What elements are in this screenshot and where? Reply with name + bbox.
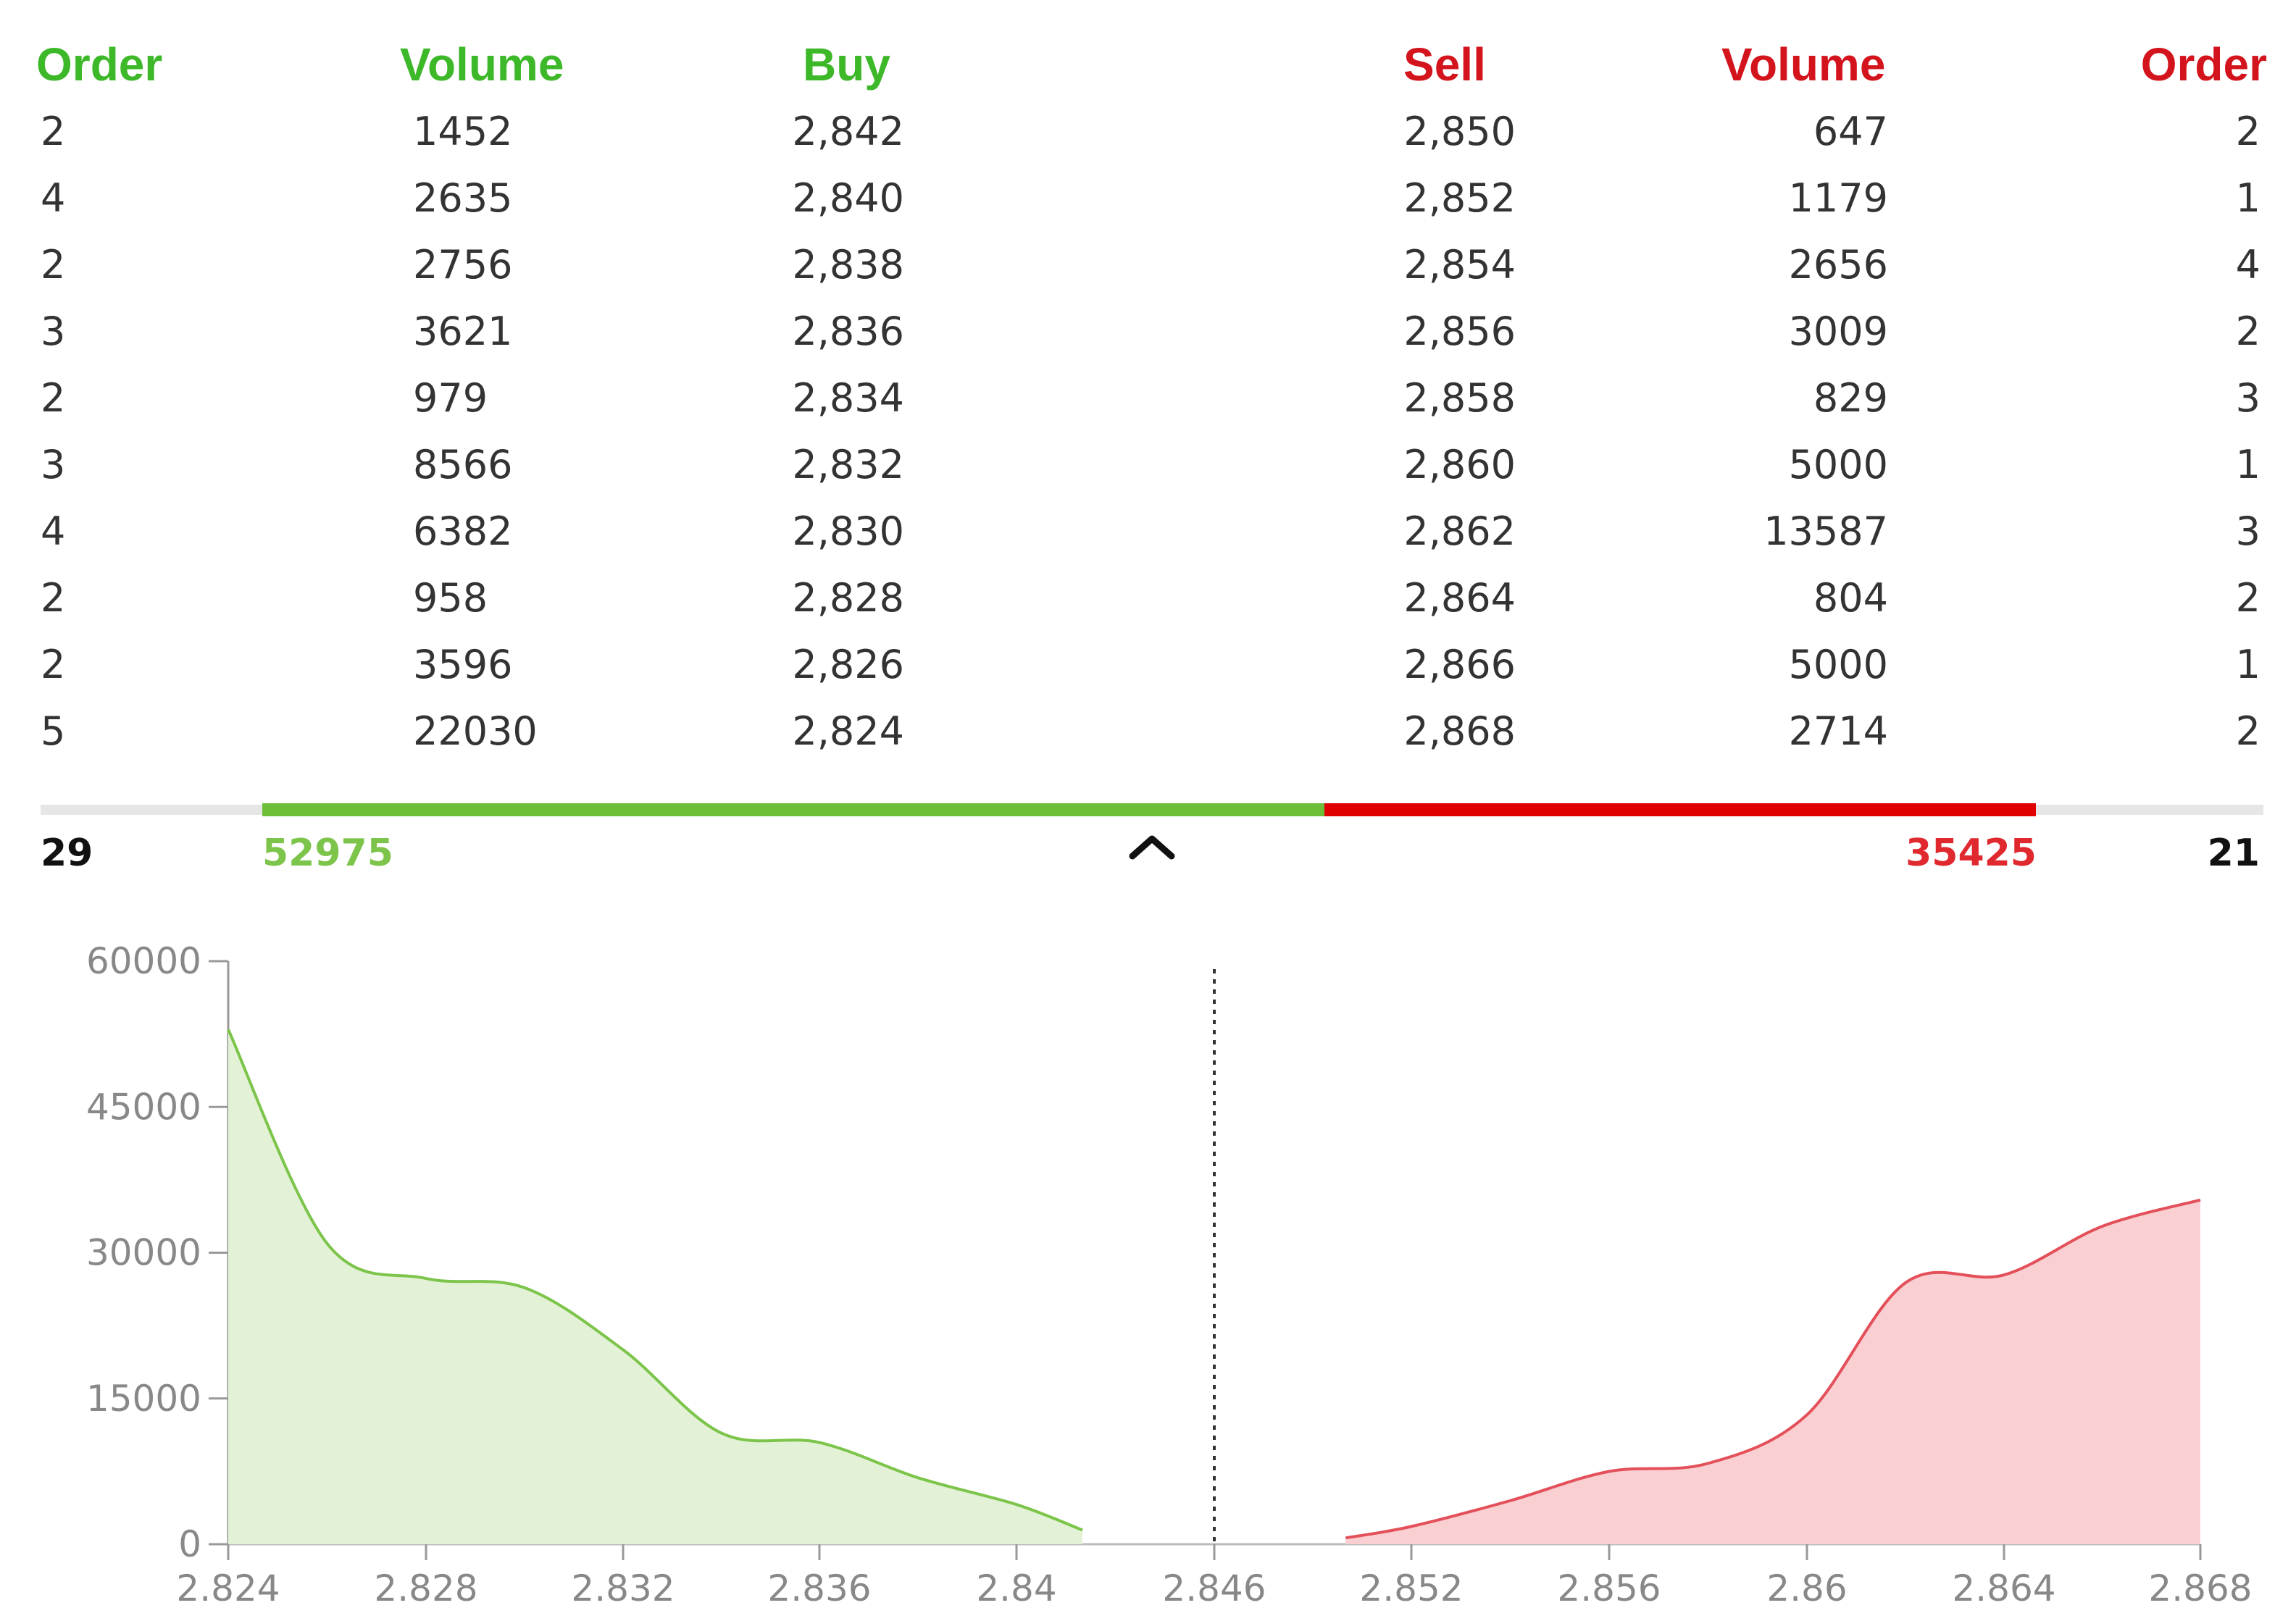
cell-buy-order: 3: [41, 309, 66, 354]
cell-buy-price: 2,842: [792, 109, 904, 154]
y-tick-label: 0: [178, 1523, 201, 1565]
cell-sell-order: 2: [2235, 109, 2260, 154]
y-tick-label: 60000: [86, 940, 201, 982]
header-buy-price: Buy: [803, 38, 890, 91]
x-tick-label: 2.832: [571, 1567, 675, 1609]
cell-buy-price: 2,830: [792, 508, 904, 554]
cell-buy-volume: 22030: [413, 708, 538, 754]
cell-sell-volume: 2714: [1788, 708, 1888, 754]
x-tick-label: 2.84: [976, 1567, 1056, 1609]
cell-sell-price: 2,854: [1403, 242, 1516, 288]
cell-buy-order: 2: [41, 109, 66, 154]
cell-buy-volume: 2635: [413, 175, 513, 221]
cell-sell-volume: 1179: [1788, 175, 1888, 221]
cell-sell-volume: 5000: [1788, 642, 1888, 687]
cell-sell-order: 1: [2235, 442, 2260, 487]
cell-sell-price: 2,850: [1403, 109, 1516, 154]
total-sell-orders: 21: [2207, 832, 2260, 875]
cell-buy-volume: 3596: [413, 642, 513, 687]
cell-buy-order: 2: [41, 575, 66, 621]
cell-buy-price: 2,834: [792, 375, 904, 421]
cell-buy-volume: 8566: [413, 442, 513, 487]
cell-buy-volume: 3621: [413, 309, 513, 354]
cell-buy-price: 2,828: [792, 575, 904, 621]
x-tick-label: 2.828: [374, 1567, 477, 1609]
cell-buy-volume: 979: [413, 375, 488, 421]
total-buy-volume: 52975: [262, 832, 393, 875]
x-tick-label: 2.856: [1557, 1567, 1661, 1609]
x-tick-label: 2.852: [1359, 1567, 1463, 1609]
balance-bar-sell: [1324, 803, 2036, 816]
sell-depth-line: [1345, 1198, 2201, 1540]
depth-chart-labels: 0 15000 30000 45000 60000 2.824 2.828 2.832 2.83…: [86, 940, 2253, 1609]
x-tick-label: 2.868: [2148, 1567, 2252, 1609]
header-sell-price: Sell: [1403, 38, 1486, 91]
cell-sell-volume: 829: [1813, 375, 1888, 421]
x-tick-label: 2.836: [767, 1567, 871, 1609]
cell-sell-order: 2: [2235, 575, 2260, 621]
cell-buy-order: 2: [41, 375, 66, 421]
x-tick-label: 2.86: [1766, 1567, 1847, 1609]
total-buy-orders: 29: [41, 832, 93, 875]
cell-buy-price: 2,838: [792, 242, 904, 288]
cell-sell-order: 3: [2235, 375, 2260, 421]
cell-buy-order: 3: [41, 442, 66, 487]
cell-buy-order: 2: [41, 242, 66, 288]
cell-sell-order: 3: [2235, 508, 2260, 554]
cell-sell-price: 2,858: [1403, 375, 1516, 421]
cell-sell-volume: 2656: [1788, 242, 1888, 288]
header-sell-order: Order: [2140, 38, 2267, 91]
depth-chart: 0 15000 30000 45000 60000 2.824 2.828 2.832 2.83…: [86, 940, 2253, 1609]
cell-sell-volume: 3009: [1788, 309, 1888, 354]
cell-sell-price: 2,868: [1403, 708, 1516, 754]
cell-sell-order: 2: [2235, 708, 2260, 754]
cell-sell-price: 2,856: [1403, 309, 1516, 354]
cell-sell-price: 2,864: [1403, 575, 1516, 621]
header-buy-order: Order: [36, 38, 163, 91]
cell-sell-price: 2,860: [1403, 442, 1516, 487]
cell-sell-order: 1: [2235, 642, 2260, 687]
cell-buy-price: 2,824: [792, 708, 904, 754]
y-tick-label: 45000: [86, 1086, 201, 1128]
x-tick-label: 2.864: [1952, 1567, 2055, 1609]
order-book: Order Volume Buy Sell Volume Order 2 1452…: [36, 38, 2267, 875]
cell-buy-price: 2,826: [792, 642, 904, 687]
cell-sell-order: 2: [2235, 309, 2260, 354]
buy-depth-line: [227, 1029, 1083, 1532]
cell-buy-order: 5: [41, 708, 66, 754]
cell-buy-volume: 2756: [413, 242, 513, 288]
y-tick-label: 15000: [86, 1378, 201, 1420]
y-tick-label: 30000: [86, 1232, 201, 1274]
x-tick-label: 2.846: [1162, 1567, 1266, 1609]
cell-buy-volume: 1452: [413, 109, 513, 154]
cell-sell-order: 4: [2235, 242, 2260, 288]
cell-buy-volume: 6382: [413, 508, 513, 554]
cell-sell-price: 2,862: [1403, 508, 1516, 554]
cell-sell-volume: 13587: [1763, 508, 1888, 554]
buy-depth-area: [228, 1029, 1082, 1544]
cell-sell-volume: 647: [1813, 109, 1888, 154]
cell-buy-price: 2,832: [792, 442, 904, 487]
cell-buy-price: 2,840: [792, 175, 904, 221]
cell-sell-order: 1: [2235, 175, 2260, 221]
cell-buy-volume: 958: [413, 575, 488, 621]
depth-chart-areas: [227, 1029, 2201, 1544]
chevron-up-icon[interactable]: [1127, 832, 1177, 860]
cell-sell-volume: 5000: [1788, 442, 1888, 487]
cell-sell-price: 2,852: [1403, 175, 1516, 221]
cell-buy-order: 2: [41, 642, 66, 687]
cell-sell-price: 2,866: [1403, 642, 1516, 687]
total-sell-volume: 35425: [1905, 832, 2037, 875]
cell-buy-order: 4: [41, 175, 66, 221]
cell-sell-volume: 804: [1813, 575, 1888, 621]
x-tick-label: 2.824: [176, 1567, 280, 1609]
sell-depth-area: [1345, 1199, 2200, 1544]
balance-bar-buy: [262, 803, 1325, 816]
header-buy-volume: Volume: [400, 38, 564, 91]
cell-buy-price: 2,836: [792, 309, 904, 354]
cell-buy-order: 4: [41, 508, 66, 554]
header-sell-volume: Volume: [1721, 38, 1886, 91]
